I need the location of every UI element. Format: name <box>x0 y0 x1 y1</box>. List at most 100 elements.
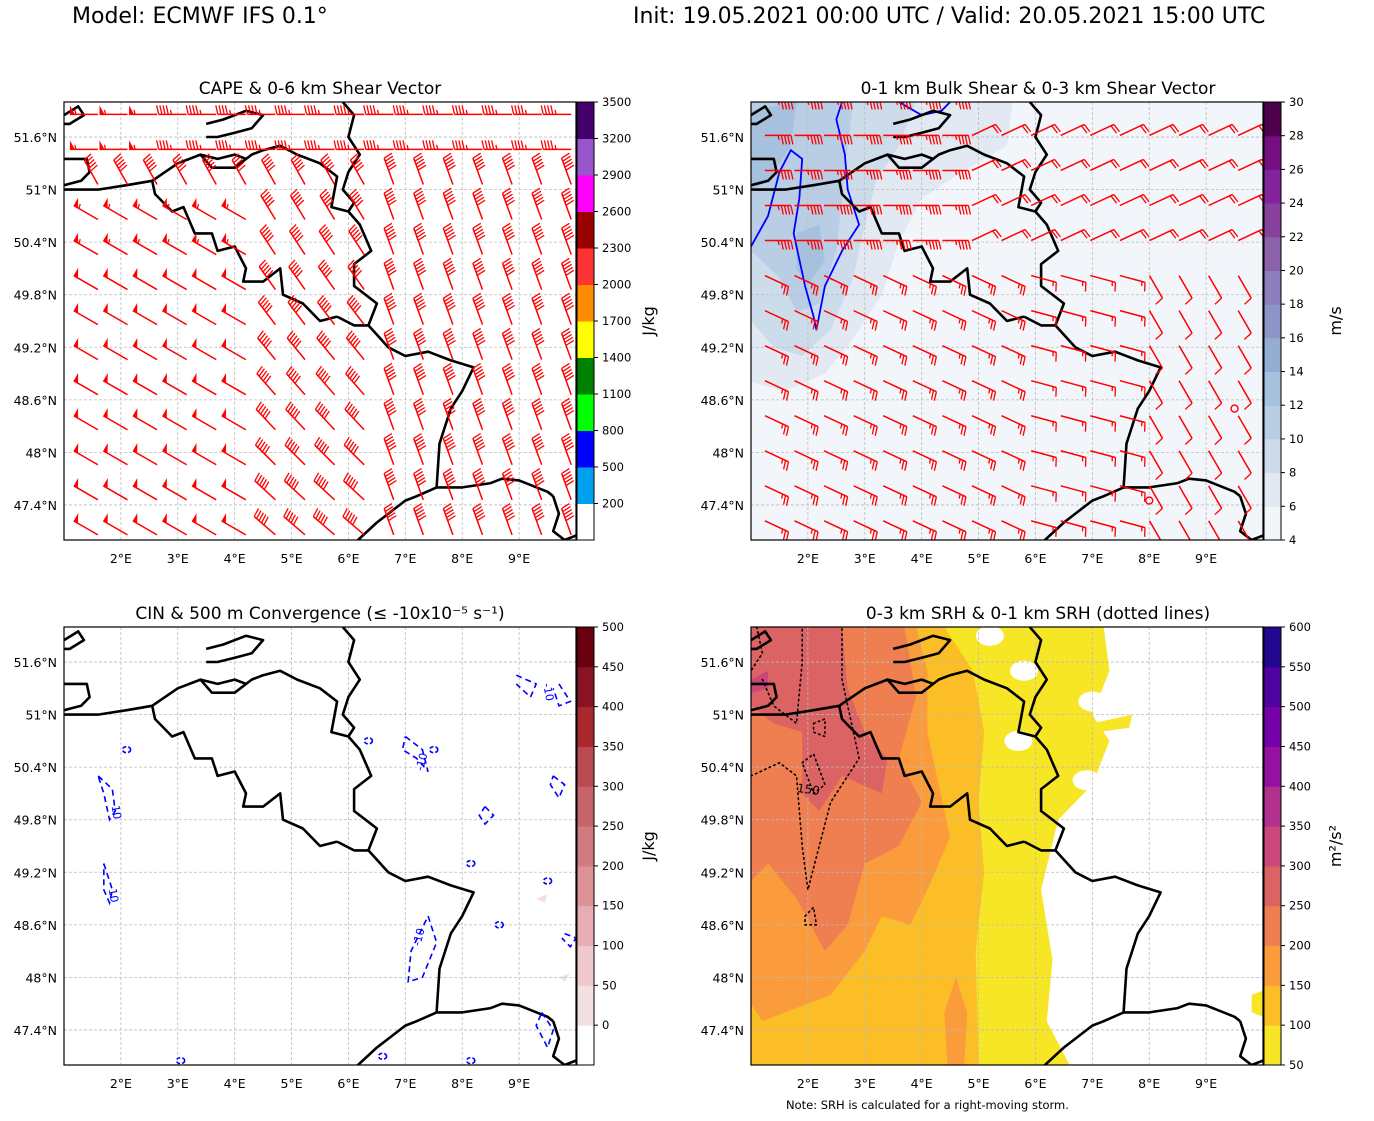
wind-barb-full <box>533 298 543 305</box>
wind-barb-half <box>807 205 810 211</box>
wind-barb-staff <box>191 450 217 466</box>
wind-barb-staff <box>221 380 247 396</box>
wind-barb-full <box>221 105 225 115</box>
wind-barb-half <box>137 203 141 209</box>
wind-barb-full <box>351 373 358 382</box>
wind-barb-half <box>958 283 961 289</box>
country-border <box>886 144 1066 326</box>
wind-barb-full <box>283 472 290 482</box>
wind-barb-staff <box>413 192 425 220</box>
y-tick-label: 48.6°N <box>14 918 57 933</box>
country-border <box>64 678 247 716</box>
wind-barb-full <box>874 461 878 471</box>
contour-label: -10 <box>413 752 430 773</box>
wind-barb-full <box>503 295 512 302</box>
map-panel-shear: 2°E 3°E 4°E 5°E 6°E 7°E 8°E 9°E47.4°N48°N48.6°N… <box>701 95 1345 566</box>
wind-barb-full <box>472 152 482 159</box>
wind-barb-full <box>928 135 932 145</box>
wind-barb-full <box>967 170 972 180</box>
wind-barb-full <box>967 135 972 145</box>
wind-barb-pennant <box>132 442 138 454</box>
wind-barb-full <box>504 333 513 340</box>
wind-barb-staff <box>1060 520 1087 529</box>
wind-barb-staff <box>256 373 276 396</box>
wind-barb-full <box>842 425 846 435</box>
wind-barb-full <box>849 205 853 215</box>
wind-barb-staff <box>73 415 99 431</box>
wind-barb-pennant <box>103 372 108 384</box>
wind-barb-full <box>349 188 357 197</box>
wind-barb-full <box>384 435 394 443</box>
wind-barb-full <box>261 299 269 308</box>
wind-barb-full <box>353 375 361 384</box>
wind-barb-full <box>413 187 422 194</box>
wind-barb-full <box>816 170 820 180</box>
wind-barb-full <box>784 102 788 110</box>
srh-note: Note: SRH is calculated for a right-movi… <box>786 1098 1069 1112</box>
convergence-contour <box>363 737 374 745</box>
wind-barb-full <box>901 460 905 470</box>
wind-barb-full <box>350 443 357 453</box>
wind-barb-full <box>1155 297 1163 305</box>
wind-barb-staff <box>343 480 365 501</box>
wind-barb-staff <box>1001 415 1026 428</box>
wind-barb-full <box>387 196 396 203</box>
wind-barb-full <box>517 105 521 115</box>
wind-barb-full <box>1083 124 1091 133</box>
wind-barb-full <box>1202 194 1209 203</box>
wind-barb-full <box>474 368 484 375</box>
wind-barb-pennant <box>73 232 79 244</box>
x-tick-label: 7°E <box>394 551 416 566</box>
wind-barb-staff <box>882 485 908 498</box>
wind-barb-full <box>274 140 278 150</box>
wind-barb-pennant <box>191 442 197 454</box>
colorbar-frame <box>1263 626 1282 1066</box>
wind-barb-half <box>133 144 136 150</box>
country-border <box>751 682 778 712</box>
wind-barb-full <box>845 531 849 540</box>
wind-barb-staff <box>254 480 276 501</box>
wind-barb-full <box>561 257 570 264</box>
wind-barb-full <box>992 230 999 239</box>
wind-barb-full <box>815 356 819 366</box>
wind-barb-full <box>933 461 938 471</box>
wind-barb-half <box>228 144 232 150</box>
colorbar-segment <box>577 786 594 827</box>
wind-barb-full <box>1259 91 1265 98</box>
wind-barb-full <box>1110 195 1118 204</box>
wind-barb-full <box>472 362 482 369</box>
wind-barb-full <box>265 340 273 349</box>
wind-barb-full <box>244 105 249 115</box>
wind-barb-full <box>266 234 274 243</box>
wind-barb-full <box>349 262 357 270</box>
wind-barb-full <box>292 264 300 273</box>
wind-barb-full <box>561 397 570 404</box>
y-tick-label: 49.2°N <box>701 340 744 355</box>
wind-barb-full <box>351 337 359 346</box>
wind-barb-full <box>1199 160 1206 169</box>
colorbar-tick-label: 12 <box>1289 398 1304 412</box>
wind-barb-full <box>425 105 429 115</box>
wind-barb-full <box>292 373 299 382</box>
wind-barb-full <box>782 320 787 330</box>
y-tick-label: 51.6°N <box>701 655 744 670</box>
wind-barb-full <box>142 153 151 161</box>
wind-barb-full <box>1140 230 1147 239</box>
wind-barb-full <box>871 495 875 505</box>
wind-barb-half <box>928 353 932 359</box>
wind-barb-full <box>871 355 875 365</box>
wind-barb-staff <box>442 227 454 255</box>
wind-barb-full <box>871 425 875 435</box>
wind-barb-full <box>1022 356 1026 366</box>
wind-barb-full <box>348 406 356 415</box>
wind-barb-full <box>392 105 396 115</box>
wind-barb-full <box>345 330 353 339</box>
colorbar-tick-label: 2900 <box>602 168 631 182</box>
wind-barb-half <box>78 203 81 209</box>
wind-barb-staff <box>1178 415 1193 439</box>
wind-barb-full <box>514 140 518 150</box>
x-tick-label: 4°E <box>224 551 246 566</box>
wind-barb-full <box>348 224 356 232</box>
wind-barb-full <box>564 301 574 308</box>
wind-barb-full <box>790 135 794 145</box>
